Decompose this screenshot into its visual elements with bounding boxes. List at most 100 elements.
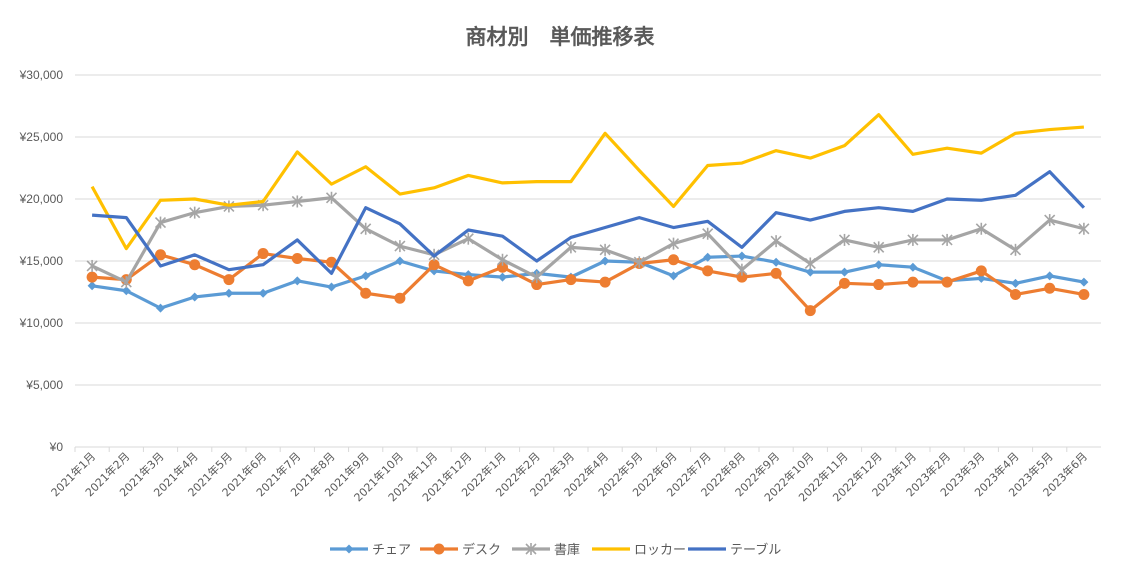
- data-point: [599, 276, 611, 288]
- legend-item: ロッカー: [592, 543, 686, 558]
- y-tick-label: ¥10,000: [19, 316, 64, 330]
- legend-item: テーブル: [688, 542, 781, 558]
- legend-marker: [525, 543, 537, 555]
- data-point: [941, 233, 953, 246]
- data-point: [736, 271, 748, 283]
- data-point: [120, 276, 132, 289]
- y-tick-label: ¥15,000: [19, 254, 64, 268]
- data-point: [360, 287, 372, 299]
- data-point: [1009, 243, 1022, 256]
- data-point: [292, 276, 302, 286]
- data-point: [737, 251, 747, 261]
- data-point: [86, 271, 98, 283]
- chart-title: 商材別 単価推移表: [466, 25, 656, 49]
- data-point: [770, 235, 782, 248]
- legend-item: デスク: [420, 542, 501, 558]
- y-axis-ticks: ¥0 ¥5,000 ¥10,000 ¥15,000 ¥20,000 ¥25,000 ¥30,…: [19, 68, 64, 454]
- data-point: [908, 262, 918, 272]
- data-point: [189, 206, 201, 219]
- data-point: [804, 305, 816, 317]
- data-point: [941, 276, 953, 288]
- legend-label: チェア: [372, 543, 411, 558]
- data-point: [291, 253, 303, 265]
- data-point: [121, 286, 131, 296]
- data-point: [702, 265, 714, 277]
- data-point: [497, 261, 508, 273]
- data-point: [668, 254, 679, 266]
- data-point: [87, 281, 97, 291]
- data-point: [976, 273, 986, 283]
- data-point: [873, 241, 885, 254]
- data-point: [1078, 288, 1090, 300]
- data-point: [531, 279, 543, 291]
- series-1: [86, 248, 1090, 317]
- legend-marker: [433, 543, 445, 555]
- data-point: [907, 233, 919, 246]
- data-point: [839, 277, 850, 289]
- data-point: [633, 256, 645, 269]
- data-point: [600, 256, 610, 266]
- y-tick-label: ¥0: [49, 440, 64, 454]
- data-point: [428, 259, 440, 271]
- data-point: [361, 271, 371, 281]
- data-point: [1044, 282, 1056, 294]
- data-point: [770, 267, 782, 279]
- y-tick-label: ¥20,000: [19, 192, 64, 206]
- data-point: [462, 232, 474, 245]
- series-0: [87, 251, 1089, 313]
- legend-label: テーブル: [730, 542, 781, 558]
- data-point: [907, 276, 919, 288]
- data-point: [291, 195, 303, 208]
- data-point: [155, 249, 166, 261]
- data-point: [496, 253, 509, 266]
- data-point: [975, 265, 987, 277]
- data-point: [394, 240, 406, 253]
- data-point: [804, 257, 816, 270]
- data-point: [327, 282, 336, 292]
- data-point: [360, 222, 372, 235]
- data-point: [224, 288, 234, 298]
- data-point: [669, 271, 678, 281]
- series-line: [91, 196, 1085, 284]
- data-point: [258, 288, 268, 298]
- data-point: [1078, 222, 1090, 235]
- data-point: [531, 271, 543, 284]
- data-point: [394, 292, 406, 304]
- series-3: [90, 113, 1085, 251]
- data-point: [838, 233, 851, 246]
- legend-label: ロッカー: [634, 543, 686, 558]
- data-point: [565, 274, 577, 286]
- data-point: [975, 222, 987, 235]
- data-point: [190, 292, 200, 302]
- series-line: [91, 170, 1086, 275]
- data-point: [462, 275, 474, 287]
- series-lines: [86, 113, 1090, 317]
- gridlines: [75, 74, 1101, 448]
- data-point: [223, 274, 235, 286]
- data-point: [189, 259, 201, 271]
- data-point: [1079, 277, 1089, 287]
- series-line: [91, 254, 1085, 310]
- data-point: [873, 279, 885, 291]
- legend-label: デスク: [462, 542, 501, 558]
- data-point: [702, 227, 714, 240]
- legend-item: 書庫: [512, 543, 580, 558]
- data-point: [599, 243, 611, 256]
- y-tick-label: ¥5,000: [25, 378, 63, 392]
- legend-marker: [344, 544, 354, 554]
- data-point: [771, 257, 781, 267]
- data-point: [1044, 214, 1056, 227]
- data-point: [703, 252, 713, 262]
- data-point: [736, 263, 748, 276]
- data-point: [805, 267, 815, 277]
- data-point: [86, 259, 98, 272]
- data-point: [667, 237, 680, 250]
- x-axis-ticks: 2021年1月2021年2月2021年3月2021年4月2021年5月2021年…: [48, 447, 1090, 504]
- legend-item: チェア: [330, 543, 411, 558]
- data-point: [395, 256, 405, 266]
- data-point: [325, 191, 338, 204]
- data-point: [1010, 288, 1021, 300]
- data-point: [840, 267, 849, 277]
- data-point: [1011, 278, 1020, 288]
